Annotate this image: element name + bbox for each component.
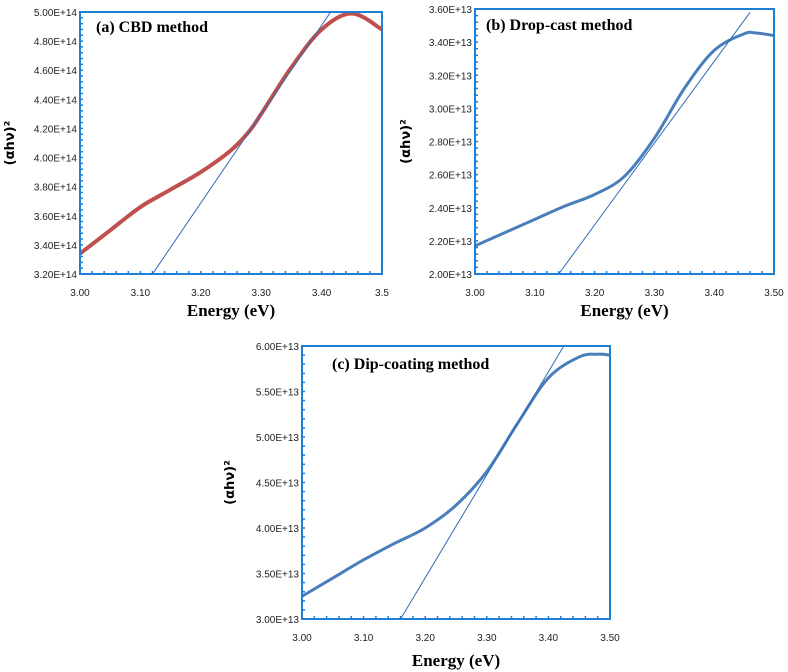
y-tick-label: 2.40E+13 xyxy=(429,204,473,215)
x-tick-label: 3.30 xyxy=(251,288,271,299)
plot-frame xyxy=(301,345,611,620)
y-tick-label: 4.50E+13 xyxy=(256,479,300,490)
x-tick-label: 3.40 xyxy=(704,288,724,299)
tangent-line xyxy=(400,346,565,619)
plot-area xyxy=(475,12,774,274)
y-tick-label: 5.00E+13 xyxy=(256,433,300,444)
x-tick-label: 3.30 xyxy=(477,633,497,644)
x-tick-label: 3.10 xyxy=(525,288,545,299)
y-tick-label: 3.40E+13 xyxy=(429,38,473,49)
y-tick-label: 3.40E+14 xyxy=(34,241,78,252)
y-tick-label: 3.20E+13 xyxy=(429,71,473,82)
y-axis-label: (αhν)² xyxy=(3,121,18,166)
x-tick-label: 3.50 xyxy=(600,633,620,644)
x-tick-label: 3.50 xyxy=(764,288,784,299)
y-tick-label: 3.00E+13 xyxy=(429,104,473,115)
y-tick-label: 6.00E+13 xyxy=(256,342,300,353)
y-tick-label: 4.20E+14 xyxy=(34,124,78,135)
x-tick-label: 3.40 xyxy=(312,288,332,299)
tangent-line xyxy=(558,12,751,274)
y-tick-label: 5.50E+13 xyxy=(256,388,300,399)
x-axis-label: Energy (eV) xyxy=(187,301,275,320)
chart-panel-b: 3.00 3.10 3.20 3.30 3.40 3.50 2.00E+13 2.20E+13… xyxy=(399,5,784,320)
x-tick-label: 3.10 xyxy=(131,288,151,299)
y-tick-label: 4.00E+13 xyxy=(256,524,300,535)
x-tick-label: 3.20 xyxy=(191,288,211,299)
y-tick-label: 3.80E+14 xyxy=(34,183,78,194)
y-tick-label: 2.80E+13 xyxy=(429,138,473,149)
x-tick-label: 3.30 xyxy=(645,288,665,299)
y-tick-label: 3.50E+13 xyxy=(256,570,300,581)
chart-title: (b) Drop-cast method xyxy=(486,17,632,34)
x-axis-label: Energy (eV) xyxy=(412,651,500,670)
y-tick-label: 5.00E+14 xyxy=(34,8,78,19)
tangent-line xyxy=(152,12,332,274)
plot-frame xyxy=(474,8,775,275)
y-tick-label: 3.20E+14 xyxy=(34,270,78,281)
x-tick-label: 3.20 xyxy=(415,633,435,644)
y-tick-label: 3.00E+13 xyxy=(256,615,300,626)
x-axis-label: Energy (eV) xyxy=(580,301,668,320)
x-tick-label: 3.40 xyxy=(539,633,559,644)
chart-title: (c) Dip-coating method xyxy=(332,356,489,373)
y-axis-label: (αhν)² xyxy=(223,460,238,505)
absorption-curve xyxy=(302,352,610,598)
x-tick-label: 3.10 xyxy=(354,633,374,644)
x-tick-label: 3.20 xyxy=(585,288,605,299)
plot-area xyxy=(80,12,382,274)
y-tick-label: 2.60E+13 xyxy=(429,171,473,182)
y-tick-label: 4.40E+14 xyxy=(34,95,78,106)
y-tick-label: 4.60E+14 xyxy=(34,66,78,77)
x-tick-label: 3.5 xyxy=(375,288,389,299)
chart-panel-c: 3.00 3.10 3.20 3.30 3.40 3.50 3.00E+13 3.50E+13… xyxy=(223,342,620,670)
y-tick-label: 3.60E+13 xyxy=(429,5,473,16)
y-tick-label: 2.20E+13 xyxy=(429,237,473,248)
y-axis-label: (αhν)² xyxy=(399,119,414,164)
chart-panel-a: 3.00 3.10 3.20 3.30 3.40 3.5 3.20E+14 3.40E+14 3… xyxy=(3,8,389,320)
x-tick-label: 3.00 xyxy=(292,633,312,644)
y-tick-label: 2.00E+13 xyxy=(429,270,473,281)
plot-area xyxy=(302,346,610,619)
y-tick-label: 4.80E+14 xyxy=(34,37,78,48)
x-tick-label: 3.00 xyxy=(465,288,485,299)
y-tick-label: 4.00E+14 xyxy=(34,154,78,165)
y-tick-label: 3.60E+14 xyxy=(34,212,78,223)
absorption-curve xyxy=(475,30,774,248)
chart-title: (a) CBD method xyxy=(96,19,208,36)
x-tick-label: 3.00 xyxy=(70,288,90,299)
absorption-curve xyxy=(80,12,382,256)
plot-frame xyxy=(79,11,383,275)
